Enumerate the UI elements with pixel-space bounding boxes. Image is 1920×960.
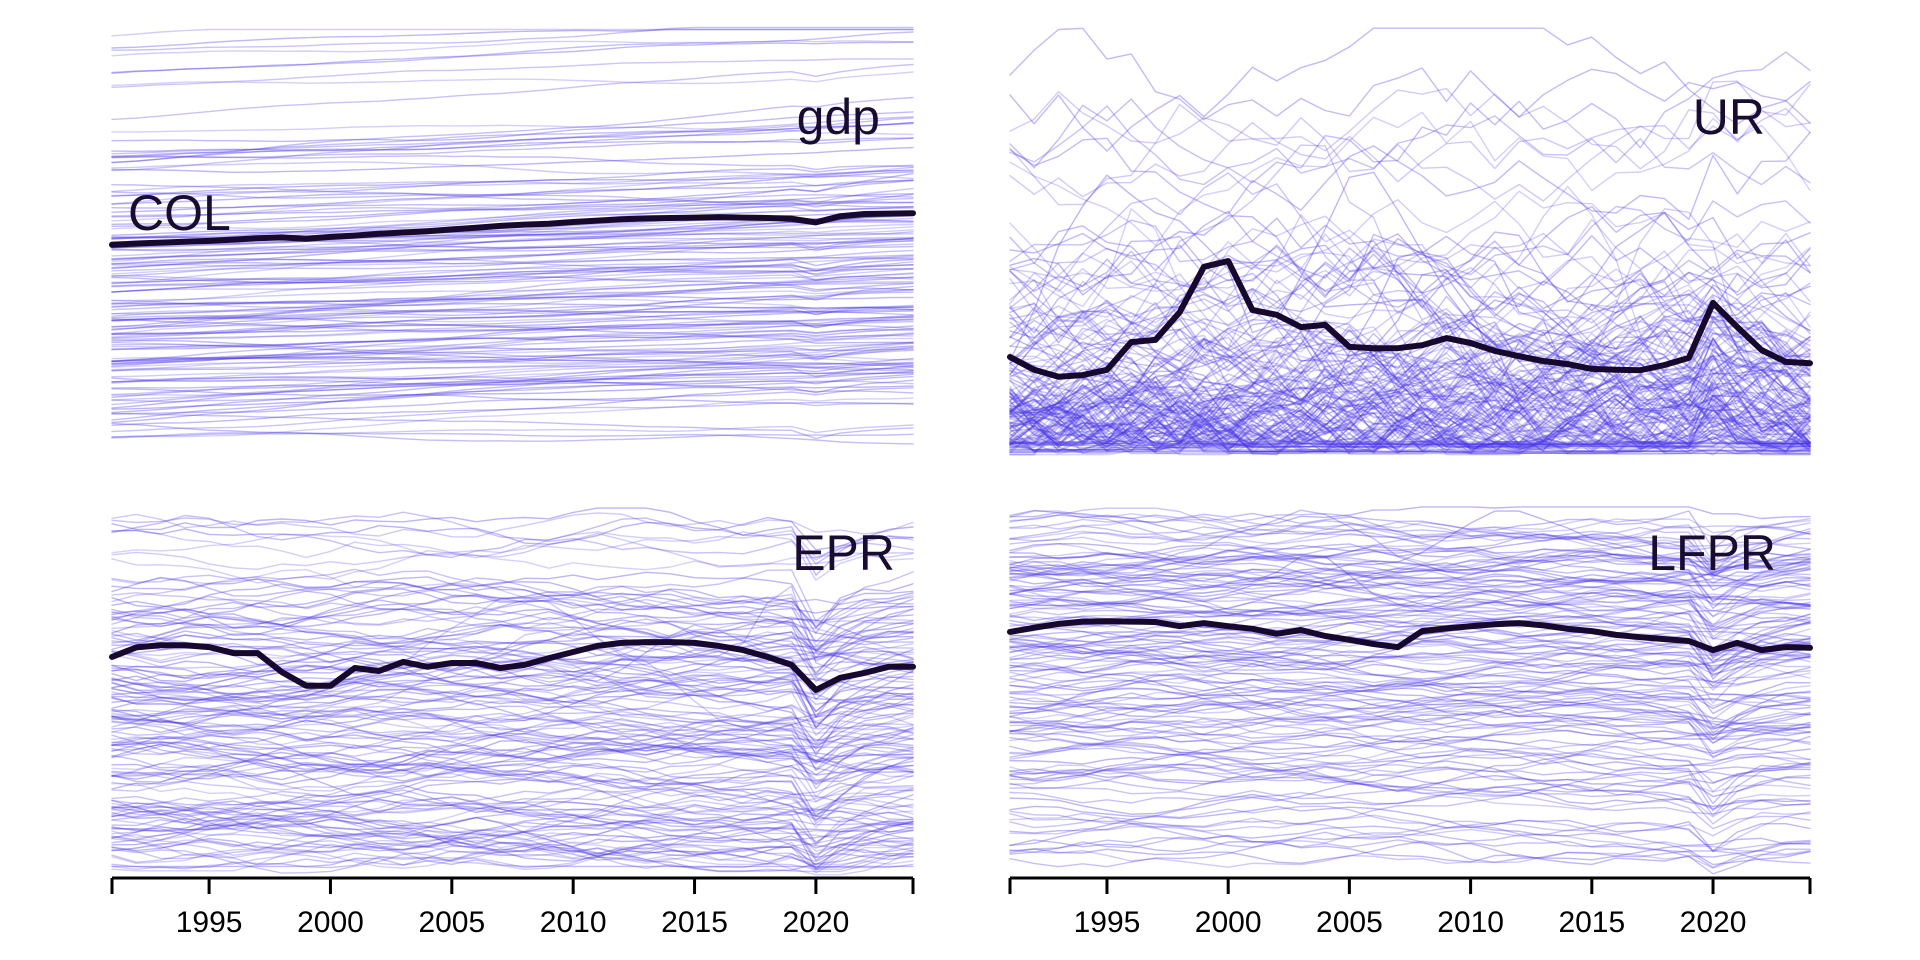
x-axis-right: 1995 2000 2005 2010 2015 2020 <box>1008 872 1812 944</box>
tick-label-2000-left: 2000 <box>297 906 364 939</box>
tick-label-1995-left: 1995 <box>175 906 243 939</box>
tick-label-2015-left: 2015 <box>661 906 728 939</box>
panel-label-ur: UR <box>1692 89 1765 145</box>
epr-lines-svg <box>109 507 916 876</box>
panel-label-gdp: gdp <box>796 89 880 145</box>
x-axis-left: 1995 2000 2005 2010 2015 2020 <box>110 872 915 944</box>
tick-label-2010-right: 2010 <box>1437 906 1504 939</box>
tick-label-2020-right: 2020 <box>1679 906 1747 939</box>
tick-label-2005-right: 2005 <box>1316 906 1383 939</box>
gdp-lines-svg <box>109 26 916 445</box>
highlight-country-label: COL <box>128 185 231 241</box>
tick-label-2000-right: 2000 <box>1194 906 1262 939</box>
lfpr-lines-svg <box>1007 506 1813 875</box>
tick-label-2015-right: 2015 <box>1558 906 1626 939</box>
tick-label-1995-right: 1995 <box>1073 906 1141 939</box>
x-axis-right-svg <box>1008 876 1812 894</box>
panel-label-lfpr: LFPR <box>1648 525 1776 581</box>
panel-label-epr: EPR <box>792 525 895 581</box>
x-axis-left-svg <box>110 876 915 894</box>
panel-gdp: COL gdp <box>109 20 916 460</box>
ur-lines-svg <box>1007 27 1813 456</box>
panel-epr: EPR <box>109 500 916 880</box>
tick-label-2005-left: 2005 <box>418 906 486 939</box>
panel-ur: UR <box>1007 20 1813 460</box>
tick-label-2010-left: 2010 <box>539 906 607 939</box>
tick-label-2020-left: 2020 <box>782 906 850 939</box>
panel-lfpr: LFPR <box>1007 500 1813 880</box>
